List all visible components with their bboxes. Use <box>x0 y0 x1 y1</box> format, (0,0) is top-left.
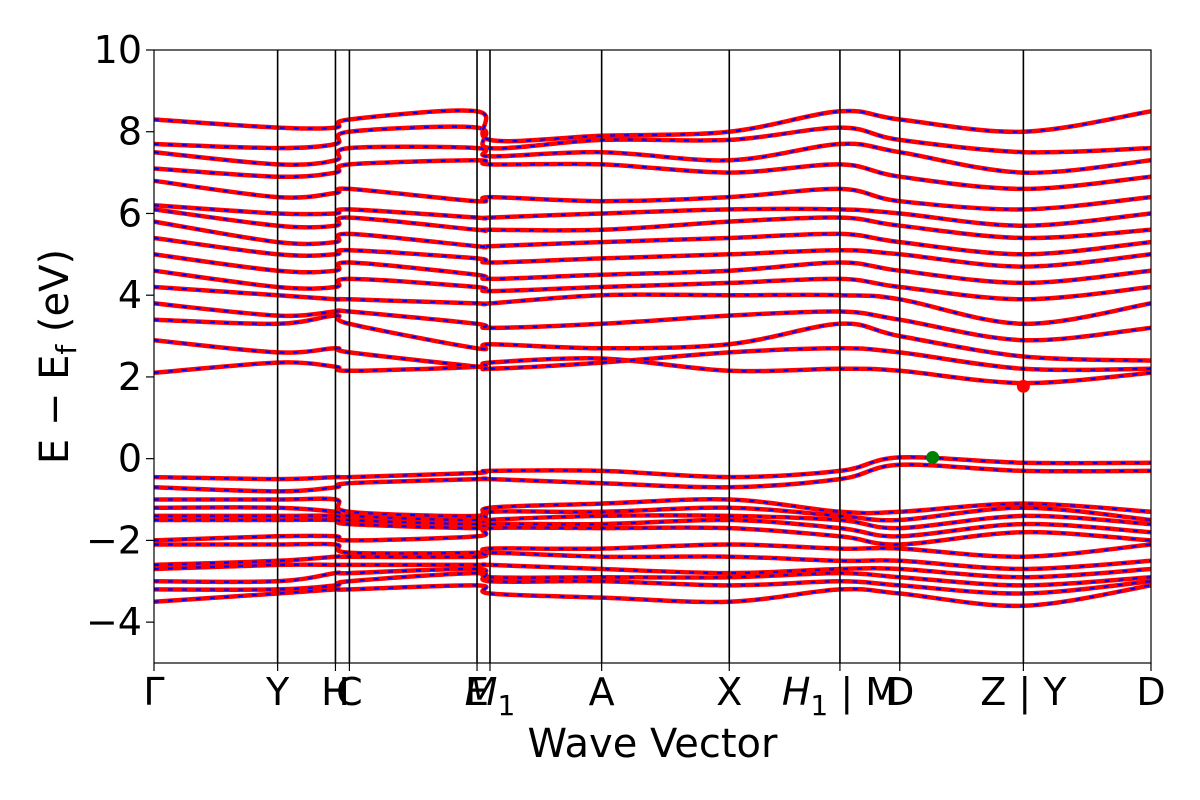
y-axis-ticks-group: −4 −2 0 2 4 6 8 10 <box>86 28 154 644</box>
conduction-band-13-spin-down <box>153 159 1152 191</box>
y-axis-title-main: E − E <box>32 355 78 465</box>
conduction-band-15-spin-down <box>153 125 1152 154</box>
y-tick-label: 10 <box>94 28 142 72</box>
valence-band-11-spin-down <box>153 567 1152 587</box>
y-tick-label: 4 <box>118 273 142 317</box>
x-tick-label: H1 | M <box>782 670 898 722</box>
valence-band-1-spin-down <box>153 456 1152 481</box>
conduction-band-10-spin-down <box>153 208 1152 240</box>
x-tick-label: Γ <box>143 670 164 714</box>
conduction-band-16-spin-up <box>153 108 1152 144</box>
x-tick-label: D <box>885 670 914 714</box>
y-tick-label: 6 <box>118 191 142 235</box>
valence-band-4-spin-down <box>153 506 1152 522</box>
vbm-marker <box>926 450 940 464</box>
x-tick-label: M1 <box>465 670 516 722</box>
x-tick-label: C <box>336 670 363 714</box>
y-tick-label: −2 <box>86 518 142 562</box>
x-tick-label: E <box>465 670 489 714</box>
conduction-band-5-spin-up <box>153 284 1152 327</box>
x-axis-title: Wave Vector <box>528 721 779 767</box>
y-tick-label: −4 <box>86 600 142 644</box>
x-tick-label: D <box>1136 670 1165 714</box>
valence-band-13-spin-down <box>153 584 1152 607</box>
y-tick-label: 8 <box>118 110 142 154</box>
plot-frame <box>153 49 1152 664</box>
x-tick-label: H <box>321 670 350 714</box>
y-axis-title-subscript: f <box>50 344 83 355</box>
valence-band-7-spin-down <box>153 526 1152 546</box>
cbm-marker <box>1016 379 1030 393</box>
valence-band-5-spin-down <box>154 514 1152 530</box>
y-tick-label: 2 <box>118 355 142 399</box>
x-tick-label: Y <box>265 670 290 714</box>
valence-band-8-spin-down <box>154 542 1152 558</box>
x-tick-label: X <box>716 670 742 714</box>
conduction-band-8-spin-down <box>153 236 1152 268</box>
conduction-band-4-spin-down <box>153 302 1152 342</box>
x-tick-label: Z | Y <box>980 670 1067 715</box>
y-tick-label: 0 <box>118 437 142 481</box>
high-symmetry-lines-group <box>276 50 1025 663</box>
valence-band-2-spin-down <box>153 463 1152 493</box>
conduction-band-2-spin-down <box>153 339 1152 372</box>
band-lines-group <box>153 108 1152 609</box>
conduction-band-16-spin-down <box>153 109 1152 143</box>
conduction-band-1-spin-up <box>153 356 1152 386</box>
valence-band-6-spin-down <box>154 518 1152 538</box>
y-axis-title-unit: (eV) <box>32 249 78 345</box>
valence-band-12-spin-down <box>153 571 1152 595</box>
y-axis-title: E − Ef (eV) <box>32 249 83 464</box>
conduction-band-12-spin-up <box>153 178 1152 212</box>
conduction-band-1-spin-down <box>153 357 1152 385</box>
x-tick-label: A <box>589 670 615 714</box>
conduction-band-6-spin-down <box>153 269 1152 301</box>
band-edge-markers-group <box>926 379 1030 464</box>
